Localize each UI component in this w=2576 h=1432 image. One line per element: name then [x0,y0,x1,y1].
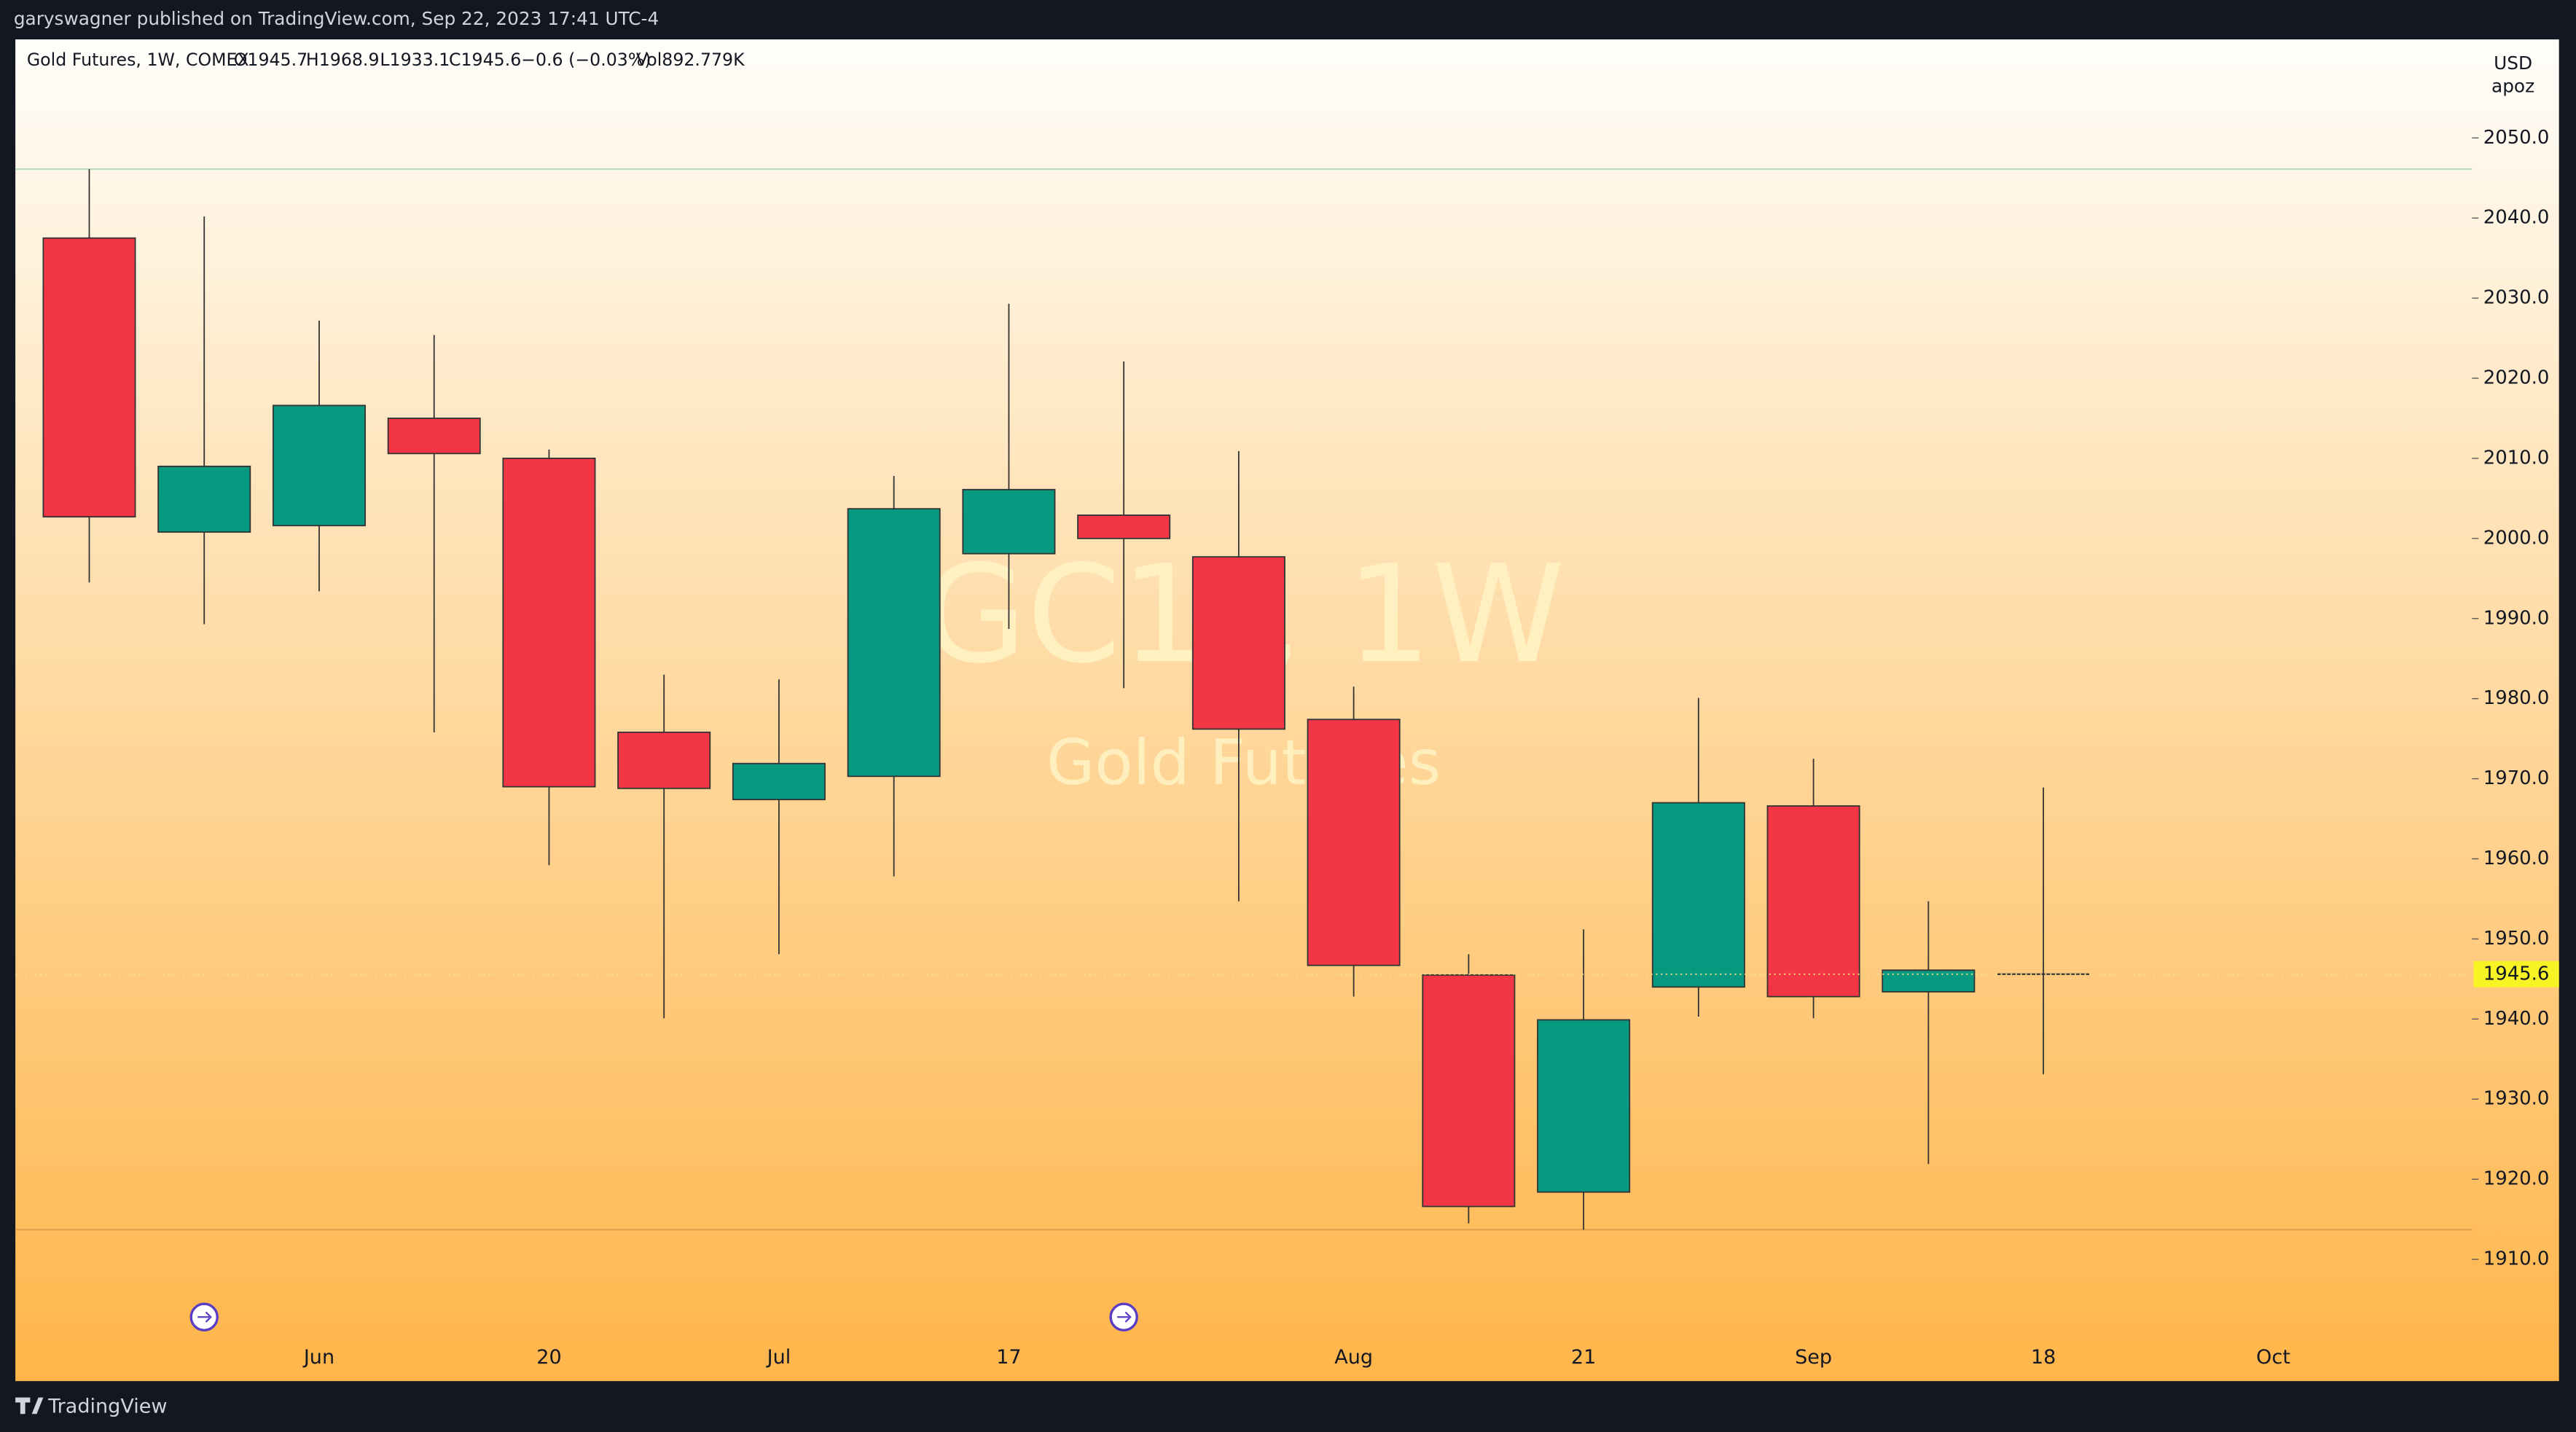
candle-body [847,508,941,778]
x-tick-label: Aug [1334,1346,1373,1369]
candle-body [962,488,1056,555]
candle [272,320,366,592]
candle-body [1766,805,1860,998]
y-tick-label: 1930.0 [2483,1088,2550,1110]
legend-item: O1945.7 [234,50,308,70]
candle [1651,697,1745,1017]
candle [732,679,826,955]
candle [1997,787,2090,1075]
plot-background [15,39,2559,1382]
y-tick-label: 2030.0 [2483,287,2550,309]
candle-body [732,762,826,801]
candle [1422,954,1516,1224]
y-tick-label: 2010.0 [2483,447,2550,469]
candle [847,476,941,877]
candle-body [1882,969,1976,993]
candle [1766,759,1860,1019]
y-tick-label: 1980.0 [2483,687,2550,709]
y-tick-label: 1950.0 [2483,928,2550,950]
candle [387,334,481,732]
candle-body [1307,719,1401,966]
candle [1077,361,1171,689]
candle-body [1077,514,1171,539]
event-icon[interactable] [189,1302,219,1331]
candle [1307,686,1401,997]
x-tick-label: 20 [536,1346,561,1369]
last-price-box [2473,960,2559,987]
legend-item: Vol892.779K [636,50,745,70]
legend-item: L1933.1 [380,50,450,70]
y-tick-label: 1910.0 [2483,1248,2550,1270]
currency: USD [2494,52,2532,74]
y-tick-label: 2000.0 [2483,527,2550,549]
candle-body [1651,802,1745,988]
candle-body [1191,556,1285,730]
legend-item: H1968.9 [306,50,380,70]
candle-body [1422,974,1516,1208]
candle-body [617,731,711,789]
candle-body [502,458,596,788]
candle [1537,929,1631,1230]
y-tick-label: 2040.0 [2483,207,2550,229]
candle [962,303,1056,630]
y-tick-label: 1990.0 [2483,607,2550,629]
x-tick-label: 18 [2031,1346,2056,1369]
y-tick-label: 1920.0 [2483,1168,2550,1190]
y-tick-label: 1940.0 [2483,1008,2550,1030]
candle-body [272,404,366,527]
legend-item: C1945.6 [449,50,521,70]
brand-logo [15,1397,44,1415]
published-note: garyswagner published on TradingView.com… [14,8,659,29]
x-tick-label: Sep [1795,1346,1832,1369]
brand: TradingView [15,1396,167,1418]
candle [617,674,711,1019]
unit: apoz [2491,75,2534,96]
x-tick-label: 21 [1571,1346,1596,1369]
legend-item: −0.6 (−0.03%) [521,50,651,70]
x-tick-label: 17 [996,1346,1021,1369]
x-tick-label: Jun [302,1346,334,1369]
y-tick-label: 2050.0 [2483,127,2550,149]
event-icon[interactable] [1109,1302,1138,1331]
legend-item: Gold Futures, 1W, COMEX [27,50,249,70]
candle [157,216,251,625]
y-tick-label: 2020.0 [2483,367,2550,389]
candle [42,169,136,583]
brand-name: TradingView [47,1396,167,1418]
candle-body [387,418,481,455]
candle-body [42,237,136,518]
y-tick-label: 1960.0 [2483,848,2550,869]
candle-body [157,466,251,533]
y-tick-label: 1970.0 [2483,767,2550,789]
x-tick-label: Jul [766,1346,791,1369]
candle [502,449,596,866]
last-price-label: 1945.6 [2483,963,2550,985]
candle [1191,451,1285,901]
x-tick-label: Oct [2256,1346,2290,1369]
candle-body [1537,1019,1631,1193]
